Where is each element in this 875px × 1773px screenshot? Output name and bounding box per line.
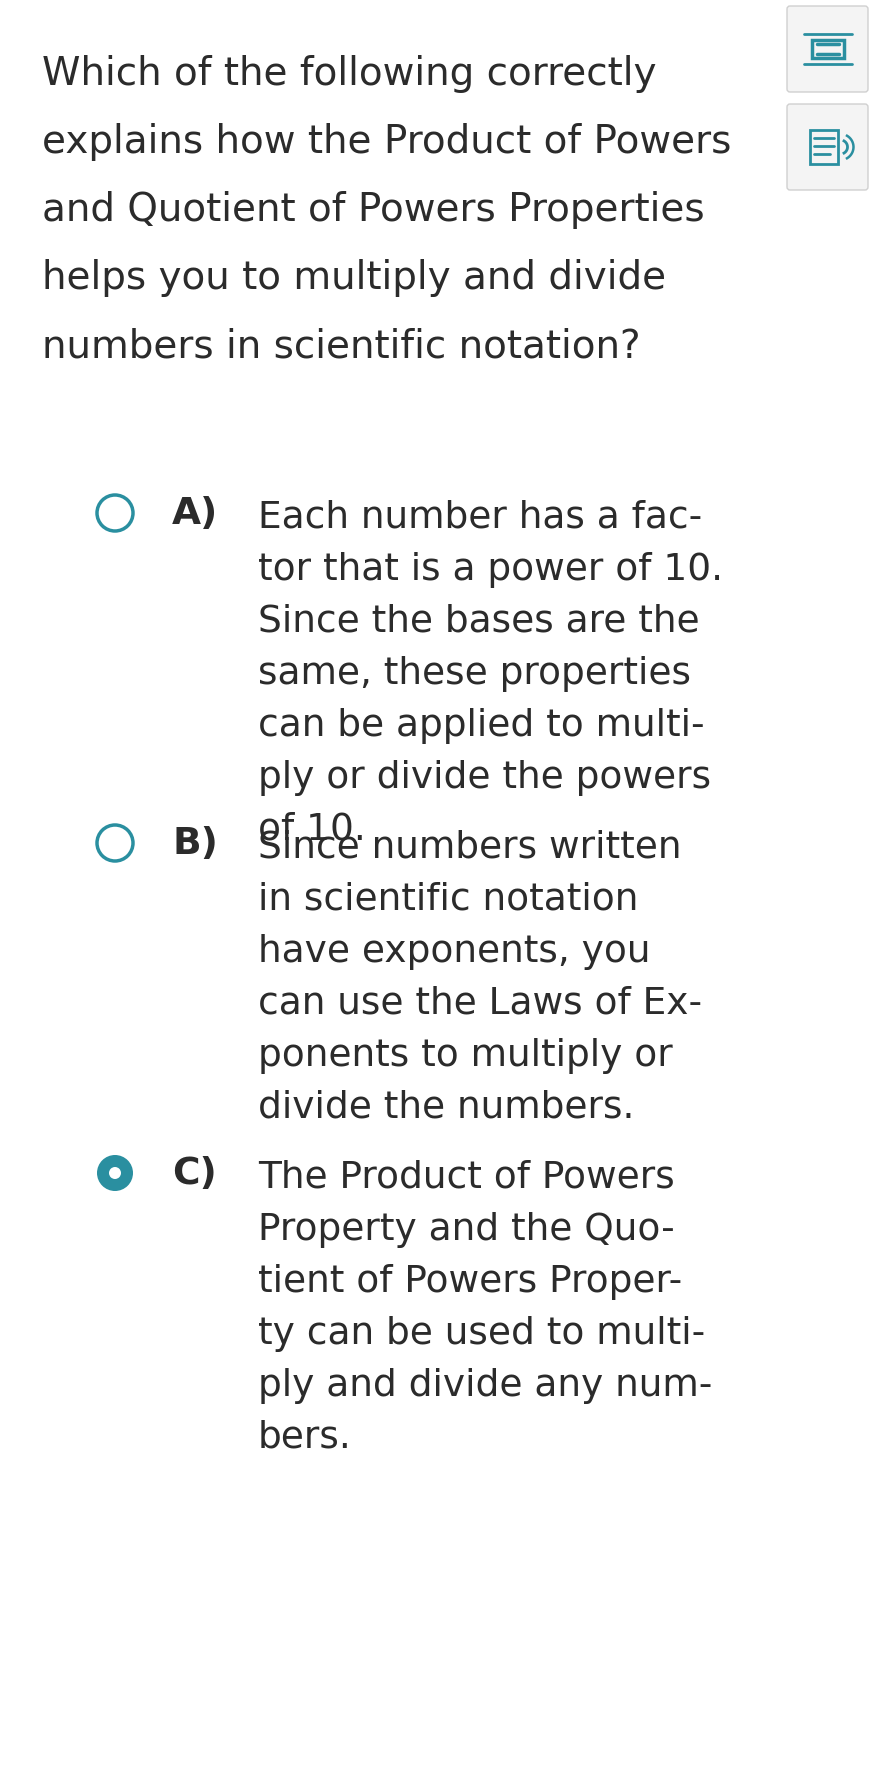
Text: of 10.: of 10.	[258, 812, 366, 847]
Text: same, these properties: same, these properties	[258, 656, 691, 691]
Circle shape	[109, 1167, 121, 1179]
Text: tor that is a power of 10.: tor that is a power of 10.	[258, 551, 723, 587]
Text: C): C)	[172, 1156, 217, 1191]
Text: explains how the Product of Powers: explains how the Product of Powers	[42, 122, 731, 161]
Text: ply or divide the powers: ply or divide the powers	[258, 759, 711, 796]
Text: helps you to multiply and divide: helps you to multiply and divide	[42, 259, 666, 296]
Text: A): A)	[172, 496, 218, 532]
Text: bers.: bers.	[258, 1418, 352, 1456]
Text: ply and divide any num-: ply and divide any num-	[258, 1367, 712, 1402]
FancyBboxPatch shape	[787, 105, 868, 191]
Text: ponents to multiply or: ponents to multiply or	[258, 1037, 673, 1073]
Text: Since numbers written: Since numbers written	[258, 830, 682, 865]
Text: Which of the following correctly: Which of the following correctly	[42, 55, 656, 92]
Text: ty can be used to multi-: ty can be used to multi-	[258, 1316, 705, 1351]
Text: Each number has a fac-: Each number has a fac-	[258, 500, 703, 535]
Circle shape	[97, 1156, 133, 1191]
FancyBboxPatch shape	[787, 7, 868, 92]
Text: can be applied to multi-: can be applied to multi-	[258, 707, 704, 743]
Text: tient of Powers Proper-: tient of Powers Proper-	[258, 1264, 682, 1300]
Text: Property and the Quo-: Property and the Quo-	[258, 1211, 675, 1246]
Text: in scientific notation: in scientific notation	[258, 881, 639, 917]
Text: can use the Laws of Ex-: can use the Laws of Ex-	[258, 986, 702, 1021]
Text: B): B)	[172, 826, 218, 862]
FancyBboxPatch shape	[811, 41, 843, 59]
Text: divide the numbers.: divide the numbers.	[258, 1089, 634, 1126]
Text: and Quotient of Powers Properties: and Quotient of Powers Properties	[42, 191, 704, 229]
FancyBboxPatch shape	[809, 131, 837, 165]
Text: Since the bases are the: Since the bases are the	[258, 603, 700, 640]
Text: The Product of Powers: The Product of Powers	[258, 1160, 675, 1195]
Text: numbers in scientific notation?: numbers in scientific notation?	[42, 326, 640, 365]
Text: have exponents, you: have exponents, you	[258, 933, 650, 970]
